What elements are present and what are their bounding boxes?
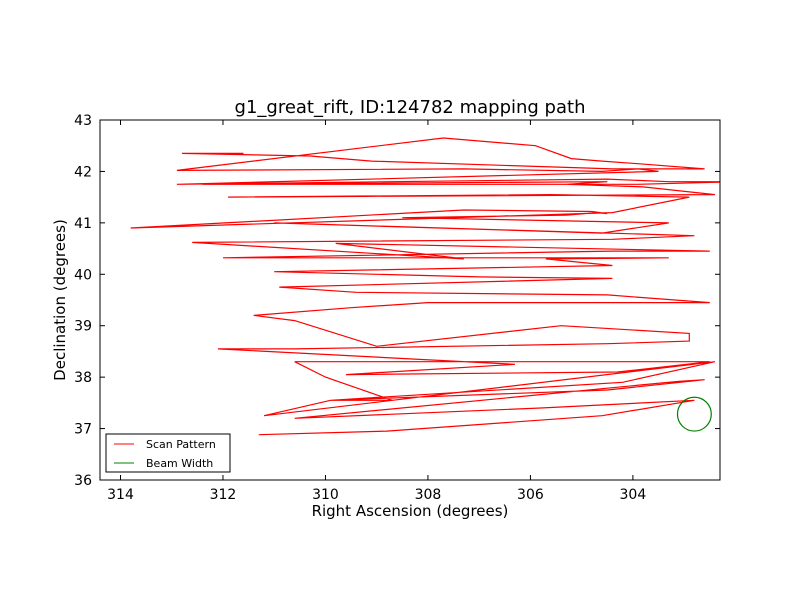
y-tick-label: 43 <box>74 113 92 129</box>
x-tick-label: 306 <box>517 487 544 503</box>
x-tick-label: 312 <box>210 487 237 503</box>
x-axis: 314 312 310 308 306 304 <box>107 120 646 503</box>
x-tick-label: 310 <box>312 487 339 503</box>
y-tick-label: 36 <box>74 473 92 489</box>
legend-box <box>105 433 231 473</box>
y-axis-label: Declination (degrees) <box>51 219 69 381</box>
y-tick-label: 39 <box>74 319 92 335</box>
chart-title: g1_great_rift, ID:124782 mapping path <box>235 97 586 118</box>
x-tick-label: 314 <box>107 487 134 503</box>
x-tick-label: 308 <box>415 487 442 503</box>
y-tick-label: 37 <box>74 422 92 438</box>
x-tick-label: 304 <box>620 487 647 503</box>
axes-frame <box>99 119 721 481</box>
legend-scan-label: Scan Pattern <box>146 438 216 451</box>
y-tick-label: 41 <box>74 216 92 232</box>
y-axis: 36 37 38 39 40 41 42 43 <box>74 113 720 489</box>
x-axis-label: Right Ascension (degrees) <box>312 502 509 520</box>
y-tick-label: 38 <box>74 370 92 386</box>
plot-area <box>130 137 720 436</box>
legend: Scan Pattern Beam Width <box>105 433 231 473</box>
legend-beam-label: Beam Width <box>146 457 213 470</box>
y-tick-label: 42 <box>74 164 92 180</box>
beam-width-circle <box>676 396 712 432</box>
y-tick-label: 40 <box>74 267 92 283</box>
scan-pattern-line <box>130 137 720 436</box>
